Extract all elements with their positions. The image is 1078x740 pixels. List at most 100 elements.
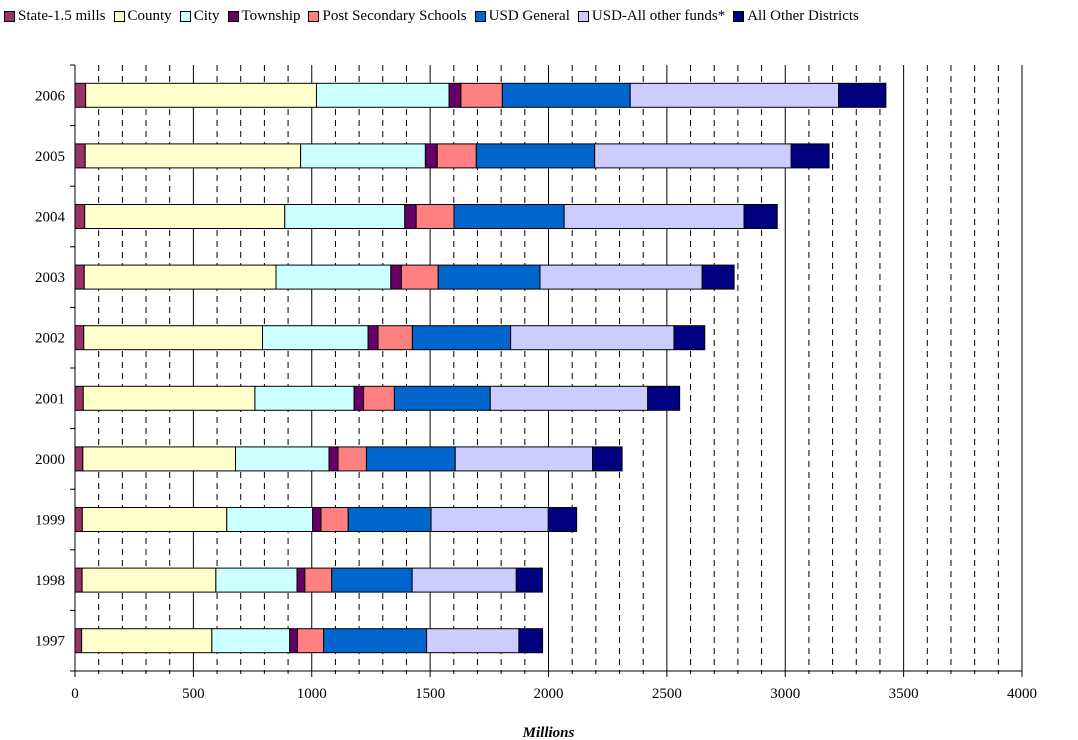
bar-segment [315, 82, 450, 108]
bar-segment [74, 264, 85, 290]
bar-segment [437, 264, 541, 290]
legend-label: USD General [488, 7, 570, 24]
legend-swatch [4, 10, 15, 22]
bar-segment [81, 628, 213, 654]
bar-segment [304, 567, 333, 593]
bar-segment [547, 507, 578, 532]
bar-segment [74, 325, 85, 351]
bar-segment [328, 446, 339, 472]
x-tick-label: 4000 [1007, 686, 1037, 702]
legend-item: County [113, 8, 172, 25]
bar-segment [377, 325, 413, 351]
legend-swatch [733, 10, 745, 22]
bar-segment [501, 82, 631, 108]
bar-segment [284, 204, 406, 229]
legend-label: All Other Districts [747, 7, 859, 24]
chart-legend: State-1.5 mills County City Township Post Se… [4, 4, 867, 28]
bar-segment [312, 507, 322, 532]
bar-segment [254, 385, 355, 411]
bar-segment [460, 82, 503, 108]
bar-segment [838, 82, 887, 108]
bar-segment [539, 264, 703, 290]
bar-segment [84, 204, 286, 229]
bar-segment [563, 204, 745, 229]
bar-segment [83, 325, 264, 351]
legend-swatch [308, 10, 320, 22]
y-tick-label: 2003 [35, 270, 65, 286]
y-tick-label: 1997 [35, 634, 66, 650]
bar-segment [426, 628, 520, 654]
bar-segment [74, 204, 86, 229]
bar-segment [743, 204, 778, 229]
legend-item: Township [227, 8, 300, 25]
bar-segment [82, 385, 256, 411]
y-tick-label: 2002 [35, 331, 65, 347]
legend-swatch [577, 10, 589, 22]
bar-segment [84, 143, 302, 169]
bar-segment [510, 325, 675, 351]
bar-segment [320, 507, 349, 532]
bar-segment [367, 325, 379, 351]
legend-item: City [179, 8, 220, 25]
bar-segment [489, 385, 649, 411]
legend-item: USD General [474, 7, 570, 25]
bar-segment [83, 264, 277, 290]
bar-segment [74, 446, 84, 472]
bar-segment [289, 628, 299, 654]
bar-segment [400, 264, 439, 290]
bar-segment [323, 628, 428, 654]
bar-segment [262, 325, 369, 351]
bar-segment [85, 82, 317, 108]
x-tick-label: 1000 [297, 686, 327, 702]
x-tick-label: 500 [182, 686, 205, 702]
bar-segment [74, 82, 87, 108]
bar-segment [518, 628, 544, 654]
bar-segment [74, 567, 83, 593]
bar-segment [353, 385, 365, 411]
bar-segment [515, 567, 543, 593]
y-tick-label: 2004 [35, 210, 66, 226]
x-axis-title: Millions [522, 725, 575, 740]
bar-segment [81, 507, 228, 532]
y-tick-label: 2001 [35, 391, 65, 407]
bar-segment [297, 628, 325, 654]
legend-item: Post Secondary Schools [308, 8, 467, 25]
legend-swatch [474, 10, 486, 22]
bar-segment [74, 385, 84, 411]
bar-segment [448, 82, 462, 108]
bar-segment [211, 628, 291, 654]
bar-segment [235, 446, 330, 472]
bar-segment [629, 82, 840, 108]
bar-segment [331, 567, 413, 593]
bar-segment [226, 507, 314, 532]
bar-segment [82, 446, 237, 472]
bar-segment [790, 143, 830, 169]
bar-segment [275, 264, 392, 290]
bar-segment [673, 325, 706, 351]
bar-segment [475, 143, 596, 169]
legend-item: State-1.5 mills [4, 8, 106, 25]
bar-segment [594, 143, 792, 169]
bar-segment [337, 446, 367, 472]
y-tick-label: 2005 [35, 149, 65, 165]
bar-segment [424, 143, 438, 169]
bar-segment [411, 325, 512, 351]
bar-segment [81, 567, 217, 593]
bar-segment [74, 507, 83, 532]
bar-segment [592, 446, 623, 472]
bar-segment [453, 204, 565, 229]
legend-label: State-1.5 mills [18, 7, 106, 24]
y-tick-label: 2000 [35, 452, 65, 468]
x-tick-label: 2000 [534, 686, 564, 702]
bar-segment [300, 143, 426, 169]
legend-label: USD-All other funds* [591, 7, 726, 24]
bar-segment [411, 567, 517, 593]
bar-segment [436, 143, 477, 169]
bar-segment [365, 446, 456, 472]
bar-segment [347, 507, 432, 532]
bar-segment [430, 507, 549, 532]
bar-segment [393, 385, 491, 411]
x-tick-label: 2500 [652, 686, 682, 702]
y-tick-label: 1999 [35, 513, 65, 529]
